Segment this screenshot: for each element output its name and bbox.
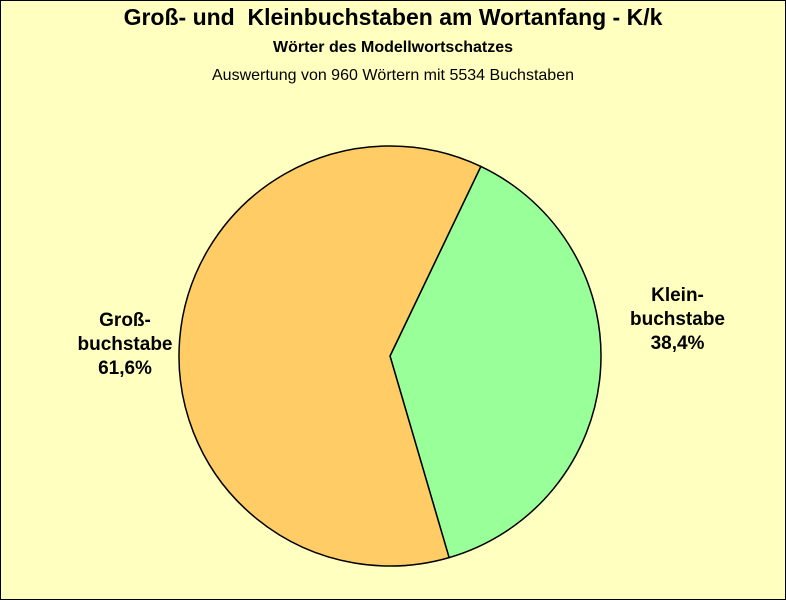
slice-label-gross-percent: 61,6% xyxy=(98,358,152,379)
chart-description: Auswertung von 960 Wörtern mit 5534 Buch… xyxy=(212,67,574,84)
slice-label-gross-line1: Groß- xyxy=(99,310,151,331)
slice-gross xyxy=(178,145,482,567)
slice-label-gross: Groß- buchstabe 61,6% xyxy=(60,309,190,381)
slice-label-klein-line1: Klein- xyxy=(651,285,704,306)
slice-label-klein-line2: buchstabe xyxy=(629,309,726,330)
slice-label-klein-percent: 38,4% xyxy=(650,333,705,354)
chart-subtitle: Wörter des Modellwortschatzes xyxy=(272,39,514,56)
chart-title: Groß- und Kleinbuchstaben am Wortanfang … xyxy=(123,4,663,30)
slice-label-gross-line2: buchstabe xyxy=(77,334,173,355)
slice-klein xyxy=(389,165,602,559)
slice-label-klein: Klein- buchstabe 38,4% xyxy=(605,284,750,356)
